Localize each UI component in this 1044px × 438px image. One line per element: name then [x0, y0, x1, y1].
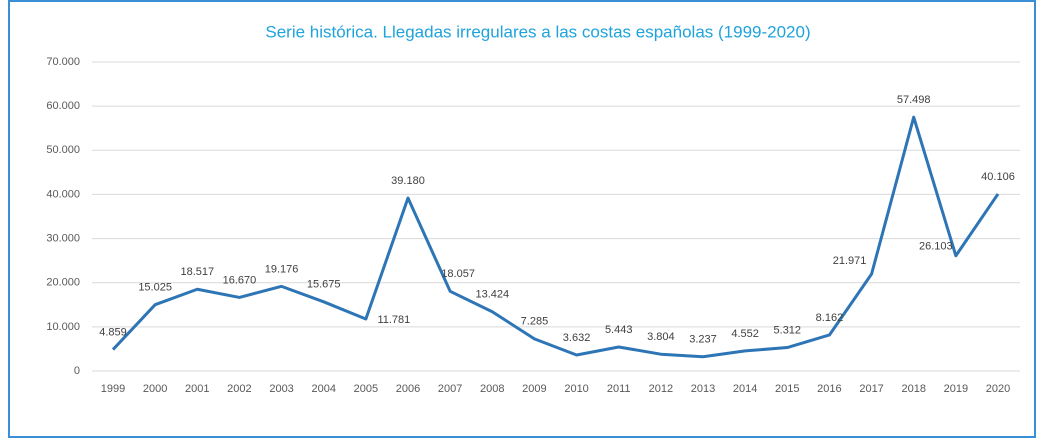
value-label: 18.057 [441, 268, 475, 280]
value-label: 5.443 [605, 324, 633, 336]
value-label: 15.025 [138, 282, 172, 294]
chart-title: Serie histórica. Llegadas irregulares a … [265, 22, 810, 41]
value-label: 3.632 [563, 332, 591, 344]
value-label: 57.498 [897, 94, 931, 106]
y-tick-label: 20.000 [46, 277, 80, 289]
x-tick-label: 2012 [649, 383, 673, 395]
x-tick-label: 2016 [817, 383, 841, 395]
x-tick-label: 2007 [438, 383, 462, 395]
x-tick-label: 2014 [733, 383, 757, 395]
x-tick-label: 1999 [101, 383, 125, 395]
value-label: 21.971 [833, 255, 867, 267]
x-tick-label: 2018 [901, 383, 925, 395]
x-tick-label: 2015 [775, 383, 799, 395]
line [111, 115, 1000, 359]
x-tick-label: 2002 [227, 383, 251, 395]
x-tick-label: 2008 [480, 383, 504, 395]
y-tick-label: 40.000 [46, 188, 80, 200]
y-tick-label: 10.000 [46, 321, 80, 333]
value-label: 4.552 [731, 328, 759, 340]
value-label: 16.670 [223, 274, 257, 286]
x-tick-label: 2019 [944, 383, 968, 395]
value-label: 7.285 [521, 316, 549, 328]
y-tick-label: 0 [74, 365, 80, 377]
x-tick-label: 2000 [143, 383, 167, 395]
value-label: 3.804 [647, 331, 675, 343]
value-label: 8.162 [816, 312, 844, 324]
x-tick-label: 2011 [607, 383, 631, 395]
x-tick-label: 2006 [396, 383, 420, 395]
value-label: 15.675 [307, 279, 341, 291]
value-label: 39.180 [391, 175, 425, 187]
x-tick-label: 2009 [522, 383, 546, 395]
x-tick-label: 2001 [185, 383, 209, 395]
value-label: 5.312 [774, 324, 802, 336]
value-label: 19.176 [265, 263, 299, 275]
y-tick-label: 70.000 [46, 56, 80, 68]
y-tick-label: 50.000 [46, 144, 80, 156]
value-label: 4.859 [99, 326, 127, 338]
y-tick-label: 30.000 [46, 232, 80, 244]
x-tick-label: 2003 [269, 383, 293, 395]
y-tick-label: 60.000 [46, 100, 80, 112]
value-label: 18.517 [180, 266, 214, 278]
value-label: 26.103 [919, 241, 953, 253]
x-tick-label: 2010 [564, 383, 588, 395]
value-label: 3.237 [689, 334, 717, 346]
value-label: 13.424 [475, 289, 509, 301]
value-label: 40.106 [981, 171, 1015, 183]
value-label: 11.781 [377, 314, 410, 326]
x-tick-label: 2017 [859, 383, 883, 395]
x-tick-label: 2004 [311, 383, 335, 395]
frame [8, 0, 1036, 438]
x-tick-label: 2020 [986, 383, 1010, 395]
x-tick-label: 2013 [691, 383, 715, 395]
x-tick-label: 2005 [354, 383, 378, 395]
